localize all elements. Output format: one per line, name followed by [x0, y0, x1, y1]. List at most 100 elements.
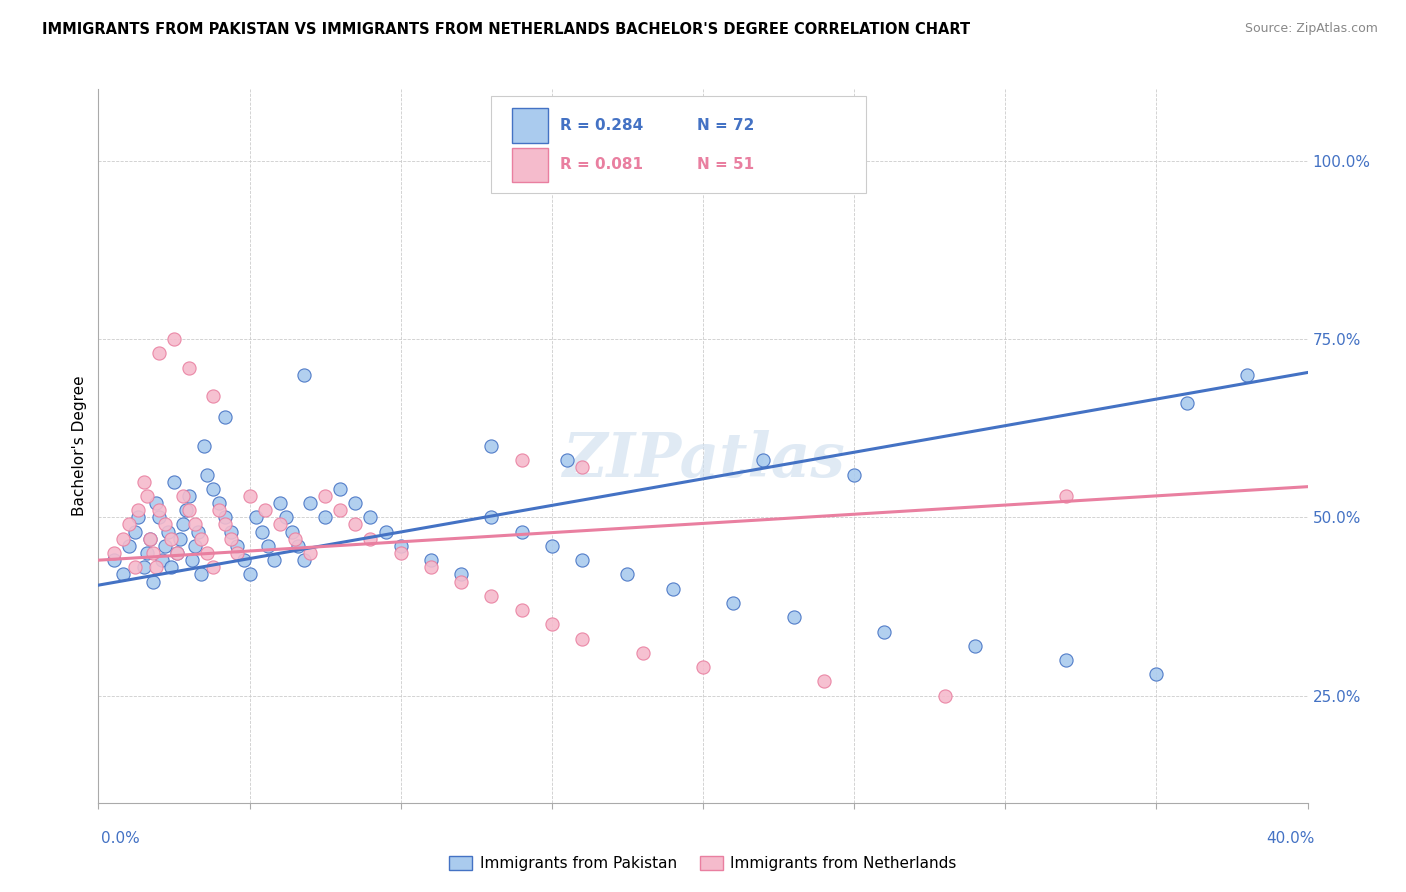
Point — [813, 674, 835, 689]
Text: 40.0%: 40.0% — [1267, 831, 1315, 846]
Point — [124, 560, 146, 574]
Point — [314, 510, 336, 524]
Point — [226, 539, 249, 553]
Point — [174, 503, 197, 517]
Point — [555, 453, 578, 467]
Point — [287, 539, 309, 553]
Point — [721, 596, 744, 610]
Point — [1236, 368, 1258, 382]
Point — [177, 489, 201, 503]
Point — [965, 639, 987, 653]
Point — [148, 346, 170, 360]
Point — [118, 517, 141, 532]
Point — [344, 496, 367, 510]
Point — [111, 567, 134, 582]
Point — [631, 646, 654, 660]
Point — [510, 603, 533, 617]
Point — [510, 453, 533, 467]
Point — [148, 510, 170, 524]
Point — [177, 503, 201, 517]
Point — [118, 539, 141, 553]
Point — [540, 617, 562, 632]
Point — [232, 553, 254, 567]
Point — [263, 553, 285, 567]
Point — [160, 560, 183, 574]
Point — [163, 332, 186, 346]
Point — [269, 517, 291, 532]
Point — [481, 589, 503, 603]
Point — [132, 560, 155, 574]
Point — [202, 560, 225, 574]
Point — [142, 574, 165, 589]
Point — [172, 489, 194, 503]
Text: Source: ZipAtlas.com: Source: ZipAtlas.com — [1244, 22, 1378, 36]
Point — [1054, 489, 1077, 503]
Point — [1054, 653, 1077, 667]
Point — [214, 410, 236, 425]
Point — [299, 496, 322, 510]
Point — [166, 546, 188, 560]
Point — [142, 546, 165, 560]
Point — [360, 510, 382, 524]
Point — [169, 532, 191, 546]
Point — [184, 539, 207, 553]
Point — [245, 510, 267, 524]
Text: R = 0.081: R = 0.081 — [561, 157, 644, 172]
Point — [1175, 396, 1198, 410]
Point — [292, 553, 315, 567]
Point — [177, 360, 201, 375]
Point — [153, 539, 176, 553]
Point — [450, 574, 472, 589]
Point — [187, 524, 209, 539]
Point — [299, 546, 322, 560]
Point — [193, 439, 215, 453]
FancyBboxPatch shape — [492, 96, 866, 193]
Point — [221, 532, 243, 546]
Point — [314, 489, 336, 503]
FancyBboxPatch shape — [512, 109, 548, 143]
Point — [145, 496, 167, 510]
Point — [419, 560, 441, 574]
Point — [195, 467, 218, 482]
Point — [329, 482, 352, 496]
Point — [481, 439, 503, 453]
Point — [661, 582, 683, 596]
Text: 0.0%: 0.0% — [101, 831, 141, 846]
Point — [571, 632, 593, 646]
Point — [752, 453, 775, 467]
Point — [284, 532, 307, 546]
Point — [190, 567, 212, 582]
Point — [329, 503, 352, 517]
Point — [139, 532, 162, 546]
Point — [292, 368, 315, 382]
Point — [844, 467, 866, 482]
Point — [221, 524, 243, 539]
Point — [873, 624, 896, 639]
Point — [692, 660, 714, 674]
Point — [139, 532, 162, 546]
Point — [226, 546, 249, 560]
Point — [540, 539, 562, 553]
Text: N = 51: N = 51 — [697, 157, 754, 172]
Point — [214, 510, 236, 524]
Point — [250, 524, 273, 539]
Point — [202, 389, 225, 403]
Point — [124, 524, 146, 539]
FancyBboxPatch shape — [512, 148, 548, 182]
Point — [166, 546, 188, 560]
Point — [256, 539, 278, 553]
Point — [419, 553, 441, 567]
Y-axis label: Bachelor's Degree: Bachelor's Degree — [72, 376, 87, 516]
Point — [103, 546, 125, 560]
Point — [132, 475, 155, 489]
Point — [1144, 667, 1167, 681]
Point — [360, 532, 382, 546]
Point — [374, 524, 396, 539]
Point — [208, 496, 231, 510]
Point — [934, 689, 956, 703]
Point — [281, 524, 304, 539]
Text: IMMIGRANTS FROM PAKISTAN VS IMMIGRANTS FROM NETHERLANDS BACHELOR'S DEGREE CORREL: IMMIGRANTS FROM PAKISTAN VS IMMIGRANTS F… — [42, 22, 970, 37]
Point — [344, 517, 367, 532]
Point — [571, 553, 593, 567]
Point — [135, 546, 157, 560]
